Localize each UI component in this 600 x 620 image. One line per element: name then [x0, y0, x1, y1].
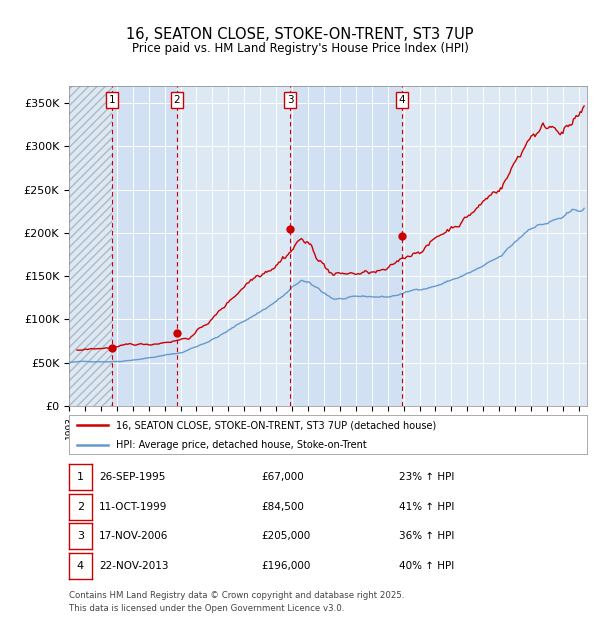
Text: 2: 2: [173, 95, 180, 105]
Text: £205,000: £205,000: [261, 531, 310, 541]
Text: 3: 3: [287, 95, 293, 105]
Text: HPI: Average price, detached house, Stoke-on-Trent: HPI: Average price, detached house, Stok…: [116, 440, 367, 450]
Text: £196,000: £196,000: [261, 561, 310, 571]
Text: £67,000: £67,000: [261, 472, 304, 482]
Text: 22-NOV-2013: 22-NOV-2013: [99, 561, 169, 571]
Text: 26-SEP-1995: 26-SEP-1995: [99, 472, 166, 482]
Bar: [290, 86, 401, 406]
Text: 17-NOV-2006: 17-NOV-2006: [99, 531, 169, 541]
Text: Contains HM Land Registry data © Crown copyright and database right 2025.
This d: Contains HM Land Registry data © Crown c…: [69, 591, 404, 613]
Text: 23% ↑ HPI: 23% ↑ HPI: [399, 472, 454, 482]
Bar: [112, 86, 177, 406]
Text: 41% ↑ HPI: 41% ↑ HPI: [399, 502, 454, 512]
Text: 2: 2: [77, 502, 84, 512]
Text: 4: 4: [398, 95, 405, 105]
Text: 36% ↑ HPI: 36% ↑ HPI: [399, 531, 454, 541]
Text: £84,500: £84,500: [261, 502, 304, 512]
Text: 1: 1: [109, 95, 116, 105]
Text: 3: 3: [77, 531, 84, 541]
Bar: [69, 86, 112, 406]
Text: 16, SEATON CLOSE, STOKE-ON-TRENT, ST3 7UP (detached house): 16, SEATON CLOSE, STOKE-ON-TRENT, ST3 7U…: [116, 420, 436, 430]
Text: 1: 1: [77, 472, 84, 482]
Text: 40% ↑ HPI: 40% ↑ HPI: [399, 561, 454, 571]
Text: Price paid vs. HM Land Registry's House Price Index (HPI): Price paid vs. HM Land Registry's House …: [131, 42, 469, 55]
Text: 16, SEATON CLOSE, STOKE-ON-TRENT, ST3 7UP: 16, SEATON CLOSE, STOKE-ON-TRENT, ST3 7U…: [126, 27, 474, 42]
Text: 11-OCT-1999: 11-OCT-1999: [99, 502, 167, 512]
Text: 4: 4: [77, 561, 84, 571]
